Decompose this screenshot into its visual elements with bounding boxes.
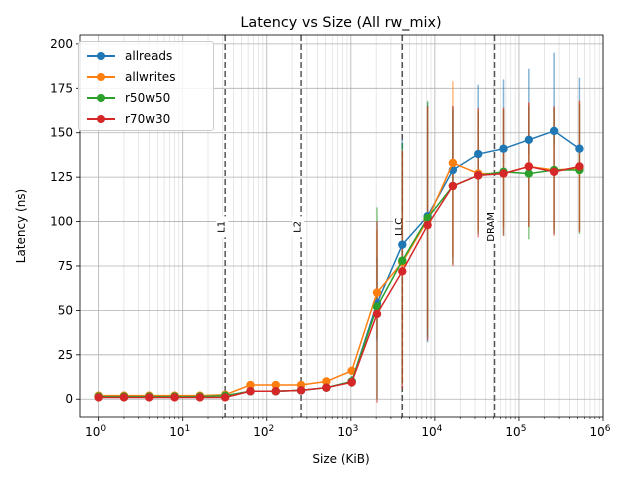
x-tick-label: 105 bbox=[505, 424, 526, 439]
data-point bbox=[398, 267, 407, 276]
data-point bbox=[423, 213, 432, 223]
data-point bbox=[372, 288, 382, 297]
data-point bbox=[474, 171, 483, 180]
data-point bbox=[448, 181, 458, 191]
legend-label-r70w30: r70w30 bbox=[125, 112, 171, 126]
data-point bbox=[575, 144, 584, 153]
y-tick-label: 200 bbox=[50, 37, 73, 51]
series-line bbox=[98, 169, 580, 398]
legend-item-r70w30: r70w30 bbox=[87, 110, 211, 128]
legend-label-allreads: allreads bbox=[125, 49, 173, 63]
y-axis-label: Latency (ns) bbox=[14, 189, 28, 263]
x-tick-label: 104 bbox=[421, 424, 442, 439]
cache-boundary-label: DRAM bbox=[486, 212, 497, 242]
data-point bbox=[448, 158, 458, 168]
data-point bbox=[347, 366, 356, 376]
y-tick-label: 150 bbox=[50, 126, 73, 140]
data-point bbox=[423, 220, 432, 230]
cache-boundary-label: L2 bbox=[293, 221, 304, 233]
legend-item-allwrites: allwrites bbox=[87, 68, 211, 86]
data-point bbox=[246, 387, 255, 396]
data-point bbox=[549, 126, 559, 136]
data-point bbox=[119, 393, 129, 402]
y-tick-label: 175 bbox=[50, 81, 73, 95]
data-point bbox=[549, 167, 559, 177]
x-tick-label: 101 bbox=[169, 424, 190, 439]
data-point bbox=[499, 169, 508, 178]
chart-title: Latency vs Size (All rw_mix) bbox=[240, 15, 441, 31]
data-point bbox=[220, 393, 230, 402]
x-tick-label: 102 bbox=[253, 424, 274, 439]
data-point bbox=[524, 169, 534, 178]
data-point bbox=[372, 309, 382, 319]
data-point bbox=[524, 162, 534, 171]
cache-boundary-label-bg bbox=[216, 216, 229, 238]
data-point bbox=[322, 383, 331, 392]
data-point bbox=[322, 377, 331, 386]
y-tick-label: 50 bbox=[58, 303, 73, 317]
legend: allreads allwrites r50w50 r70w30 bbox=[78, 41, 214, 131]
data-point bbox=[271, 387, 280, 396]
cache-boundary-label: LLC bbox=[394, 218, 405, 236]
legend-item-r50w50: r50w50 bbox=[87, 89, 211, 107]
cache-boundary-label: L1 bbox=[217, 221, 228, 233]
legend-label-allwrites: allwrites bbox=[125, 70, 176, 84]
y-tick-label: 100 bbox=[50, 215, 73, 229]
series-line bbox=[98, 165, 580, 399]
data-point bbox=[195, 393, 205, 402]
legend-marker-r70w30 bbox=[97, 115, 105, 123]
data-point bbox=[398, 240, 407, 249]
legend-marker-allreads bbox=[97, 52, 105, 60]
legend-marker-allwrites bbox=[97, 73, 105, 81]
cache-boundary-label-bg bbox=[292, 216, 305, 238]
data-point bbox=[94, 393, 103, 402]
data-point bbox=[170, 393, 179, 402]
data-point bbox=[474, 149, 483, 159]
data-point bbox=[499, 144, 508, 153]
y-tick-label: 25 bbox=[58, 348, 73, 362]
data-point bbox=[271, 380, 280, 390]
data-point bbox=[524, 135, 534, 145]
legend-label-r50w50: r50w50 bbox=[125, 91, 171, 105]
series-line bbox=[98, 161, 580, 397]
legend-marker-r50w50 bbox=[97, 94, 105, 102]
y-tick-label: 75 bbox=[58, 259, 73, 273]
data-point bbox=[296, 386, 306, 395]
legend-item-allreads: allreads bbox=[87, 47, 211, 65]
data-point bbox=[246, 380, 255, 390]
x-axis-label: Size (KiB) bbox=[312, 452, 369, 466]
x-tick-label: 100 bbox=[85, 424, 106, 439]
x-tick-label: 106 bbox=[589, 424, 610, 439]
data-point bbox=[145, 393, 154, 402]
y-tick-label: 125 bbox=[50, 170, 73, 184]
cache-boundary-label-bg bbox=[485, 209, 498, 244]
data-point bbox=[398, 256, 407, 265]
x-tick-label: 103 bbox=[337, 424, 358, 439]
data-point bbox=[347, 378, 356, 387]
plot-frame bbox=[79, 34, 604, 418]
y-tick-label: 0 bbox=[65, 392, 73, 406]
data-point bbox=[575, 162, 584, 171]
